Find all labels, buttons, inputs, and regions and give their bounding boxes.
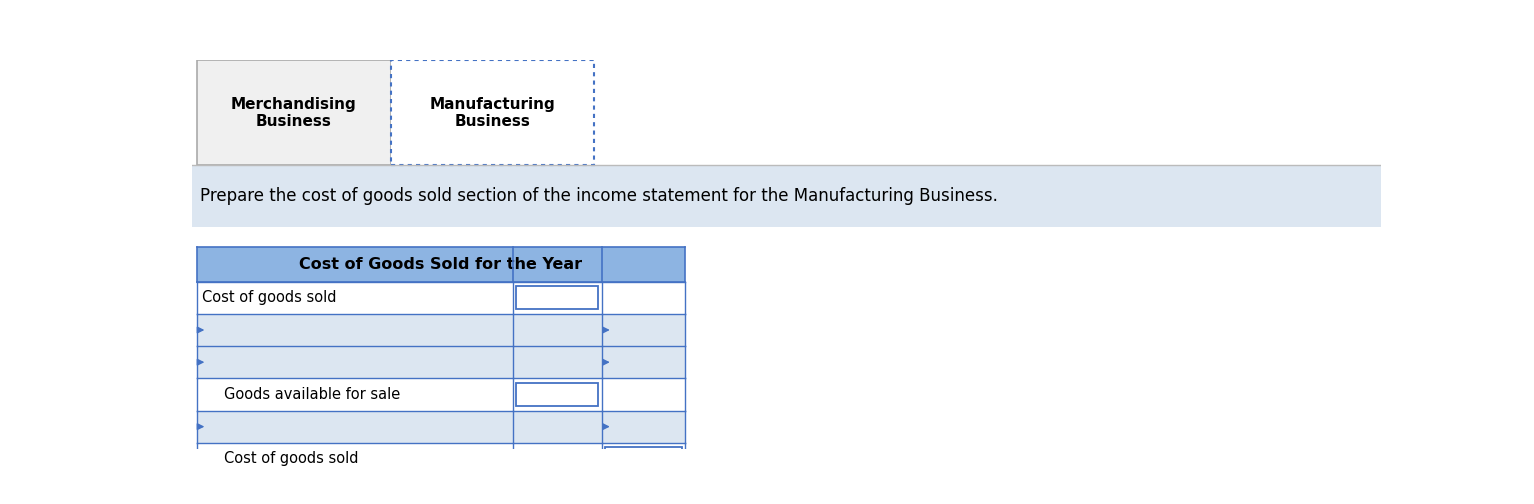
Bar xyxy=(196,60,391,165)
Bar xyxy=(196,411,686,443)
Text: Prepare the cost of goods sold section of the income statement for the Manufactu: Prepare the cost of goods sold section o… xyxy=(199,187,999,205)
Text: Cost of goods sold: Cost of goods sold xyxy=(202,290,337,305)
Bar xyxy=(196,314,686,346)
Text: Merchandising
Business: Merchandising Business xyxy=(232,97,357,129)
Text: Goods available for sale: Goods available for sale xyxy=(224,387,400,402)
Bar xyxy=(196,247,686,282)
Text: Cost of goods sold: Cost of goods sold xyxy=(224,452,359,466)
Text: Manufacturing
Business: Manufacturing Business xyxy=(430,97,555,129)
Bar xyxy=(196,346,686,379)
Bar xyxy=(196,443,686,475)
Bar xyxy=(196,379,686,411)
Bar xyxy=(391,60,594,165)
Bar xyxy=(196,282,686,314)
Bar xyxy=(517,383,598,406)
Bar xyxy=(606,448,681,470)
Bar xyxy=(517,286,598,309)
Bar xyxy=(192,165,1381,227)
Text: Cost of Goods Sold for the Year: Cost of Goods Sold for the Year xyxy=(299,257,583,272)
